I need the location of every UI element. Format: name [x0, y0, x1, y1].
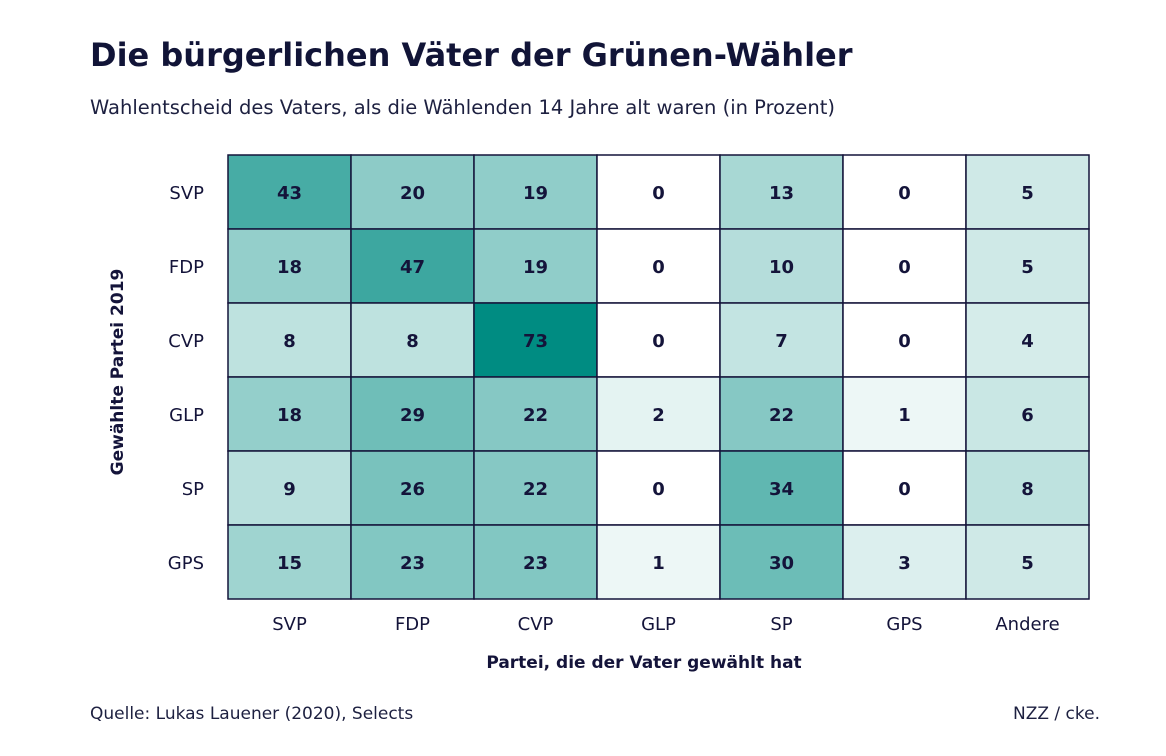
y-tick-label: SVP — [169, 183, 204, 204]
x-tick-label: SP — [770, 614, 792, 635]
cell-value-label: 29 — [400, 405, 425, 426]
cell-value-label: 20 — [400, 183, 425, 204]
heatmap-cell — [965, 376, 1090, 452]
cell-value-label: 4 — [1021, 331, 1034, 352]
cell-value-label: 8 — [283, 331, 296, 352]
cell-value-label: 9 — [283, 479, 296, 500]
heatmap-cell — [719, 450, 844, 526]
heatmap-cell — [227, 228, 352, 304]
x-tick-label: SVP — [272, 614, 307, 635]
cell-value-label: 0 — [898, 479, 911, 500]
heatmap-cell — [842, 302, 967, 378]
cell-value-label: 22 — [523, 405, 548, 426]
heatmap-cell — [965, 450, 1090, 526]
y-tick-label: GLP — [169, 405, 204, 426]
cell-value-label: 8 — [1021, 479, 1034, 500]
heatmap-cell — [227, 376, 352, 452]
x-tick-label: Andere — [995, 614, 1059, 635]
chart-subtitle: Wahlentscheid des Vaters, als die Wählen… — [90, 96, 835, 119]
cell-value-label: 26 — [400, 479, 425, 500]
heatmap-cell — [596, 376, 721, 452]
cell-value-label: 30 — [769, 553, 794, 574]
cell-value-label: 10 — [769, 257, 794, 278]
cell-value-label: 22 — [769, 405, 794, 426]
y-tick-label: CVP — [168, 331, 204, 352]
heatmap-cells: 43 20 19 0 13 0 518 47 19 0 10 0 58 8 73 0 7 0 418 29 22 2 22 1… — [227, 154, 1090, 600]
heatmap-cell — [842, 376, 967, 452]
cell-value-label: 22 — [523, 479, 548, 500]
cell-value-label: 1 — [652, 553, 665, 574]
cell-value-label: 15 — [277, 553, 302, 574]
cell-value-label: 5 — [1021, 183, 1034, 204]
heatmap-cell — [350, 524, 475, 600]
heatmap-cell — [596, 302, 721, 378]
heatmap-cell — [719, 228, 844, 304]
heatmap-cell — [473, 376, 598, 452]
heatmap-cell — [227, 302, 352, 378]
x-tick-label: FDP — [395, 614, 430, 635]
cell-value-label: 47 — [400, 257, 425, 278]
heatmap-cell — [719, 376, 844, 452]
cell-value-label: 0 — [898, 257, 911, 278]
cell-value-label: 23 — [523, 553, 548, 574]
cell-value-label: 5 — [1021, 257, 1034, 278]
heatmap-cell — [596, 450, 721, 526]
heatmap-cell — [719, 302, 844, 378]
y-axis-label: Gewählte Partei 2019 — [108, 269, 128, 476]
heatmap-cell — [350, 376, 475, 452]
cell-value-label: 19 — [523, 257, 548, 278]
heatmap-cell — [350, 228, 475, 304]
y-tick-label: GPS — [168, 553, 204, 574]
cell-value-label: 13 — [769, 183, 794, 204]
cell-value-label: 0 — [652, 479, 665, 500]
x-tick-label: GLP — [641, 614, 676, 635]
cell-value-label: 7 — [775, 331, 788, 352]
heatmap-cell — [350, 302, 475, 378]
source-note: Quelle: Lukas Lauener (2020), Selects — [90, 704, 414, 724]
heatmap-cell — [596, 228, 721, 304]
cell-value-label: 19 — [523, 183, 548, 204]
y-axis-ticks: SVP FDP CVP GLP SP GPS — [168, 183, 204, 574]
cell-value-label: 0 — [652, 183, 665, 204]
heatmap-cell — [473, 302, 598, 378]
credit-note: NZZ / cke. — [1013, 704, 1100, 724]
cell-value-label: 18 — [277, 405, 302, 426]
heatmap-cell — [965, 524, 1090, 600]
cell-value-label: 0 — [652, 257, 665, 278]
cell-value-label: 2 — [652, 405, 665, 426]
cell-value-label: 0 — [898, 331, 911, 352]
x-tick-label: GPS — [886, 614, 922, 635]
cell-value-label: 6 — [1021, 405, 1034, 426]
heatmap-cell — [473, 450, 598, 526]
cell-value-label: 73 — [523, 331, 548, 352]
cell-value-label: 8 — [406, 331, 419, 352]
y-tick-label: SP — [182, 479, 204, 500]
heatmap-cell — [719, 524, 844, 600]
heatmap-cell — [965, 228, 1090, 304]
heatmap-cell — [965, 154, 1090, 230]
heatmap-cell — [227, 450, 352, 526]
y-tick-label: FDP — [169, 257, 204, 278]
cell-value-label: 23 — [400, 553, 425, 574]
heatmap-cell — [965, 302, 1090, 378]
cell-value-label: 34 — [769, 479, 794, 500]
x-axis-ticks: SVP FDP CVP GLP SP GPS Andere — [272, 614, 1059, 635]
cell-value-label: 1 — [898, 405, 911, 426]
cell-value-label: 0 — [898, 183, 911, 204]
heatmap-chart: 43 20 19 0 13 0 518 47 19 0 10 0 58 8 73 0 7 0 418 29 22 2 22 1… — [108, 154, 1090, 673]
heatmap-cell — [596, 524, 721, 600]
cell-value-label: 5 — [1021, 553, 1034, 574]
cell-value-label: 0 — [652, 331, 665, 352]
heatmap-cell — [227, 154, 352, 230]
cell-value-label: 3 — [898, 553, 911, 574]
cell-value-label: 43 — [277, 183, 302, 204]
cell-value-label: 18 — [277, 257, 302, 278]
x-tick-label: CVP — [518, 614, 554, 635]
heatmap-cell — [473, 228, 598, 304]
heatmap-cell — [473, 524, 598, 600]
heatmap-cell — [842, 450, 967, 526]
chart-title: Die bürgerlichen Väter der Grünen-Wähler — [90, 36, 853, 74]
heatmap-cell — [842, 524, 967, 600]
x-axis-label: Partei, die der Vater gewählt hat — [486, 653, 801, 673]
